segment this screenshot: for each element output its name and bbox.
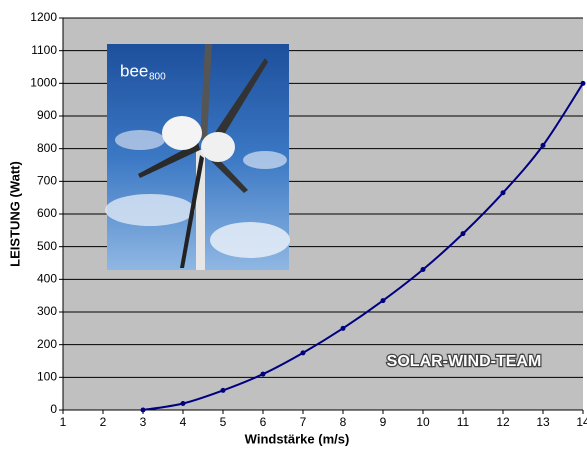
y-tick-label: 1200	[30, 10, 57, 24]
x-tick-label: 6	[260, 415, 267, 429]
y-tick-label: 200	[37, 337, 57, 351]
point	[141, 408, 146, 413]
y-tick-label: 300	[37, 304, 57, 318]
y-tick-label: 1100	[31, 43, 57, 57]
point	[421, 267, 426, 272]
x-tick-label: 13	[536, 415, 550, 429]
y-tick-label: 800	[37, 141, 57, 155]
point	[461, 231, 466, 236]
annotation: SOLAR-WIND-TEAM	[387, 353, 542, 370]
point	[261, 372, 266, 377]
y-tick-label: 400	[37, 272, 57, 286]
x-tick-label: 3	[140, 415, 147, 429]
turbine-photo: bee 800	[105, 44, 290, 270]
point	[341, 326, 346, 331]
point	[501, 190, 506, 195]
x-tick-label: 7	[300, 415, 307, 429]
chart: bee 800 Windstärke (m/s) LEISTUNG (Watt)…	[0, 0, 587, 453]
x-tick-label: 10	[416, 415, 430, 429]
image-label-sub: 800	[149, 72, 166, 83]
x-tick-label: 8	[340, 415, 347, 429]
y-tick-label: 0	[50, 402, 57, 416]
x-tick-label: 14	[576, 415, 587, 429]
y-tick-label: 600	[37, 206, 57, 220]
x-tick-label: 1	[60, 415, 67, 429]
point	[221, 388, 226, 393]
x-tick-label: 4	[180, 415, 187, 429]
y-tick-label: 900	[37, 108, 57, 122]
x-tick-label: 5	[220, 415, 227, 429]
point	[381, 298, 386, 303]
y-tick-label: 700	[37, 174, 57, 188]
x-tick-label: 11	[457, 415, 470, 429]
x-axis-title: Windstärke (m/s)	[245, 431, 350, 446]
y-tick-label: 1000	[30, 76, 57, 90]
x-tick-label: 2	[100, 415, 107, 429]
x-tick-label: 9	[380, 415, 387, 429]
point	[181, 401, 186, 406]
point	[581, 81, 586, 86]
point	[541, 143, 546, 148]
point	[301, 350, 306, 355]
x-tick-label: 12	[496, 415, 510, 429]
image-label: bee	[120, 61, 148, 80]
y-axis-title: LEISTUNG (Watt)	[7, 161, 22, 267]
y-tick-label: 500	[37, 239, 57, 253]
y-tick-label: 100	[37, 370, 57, 384]
